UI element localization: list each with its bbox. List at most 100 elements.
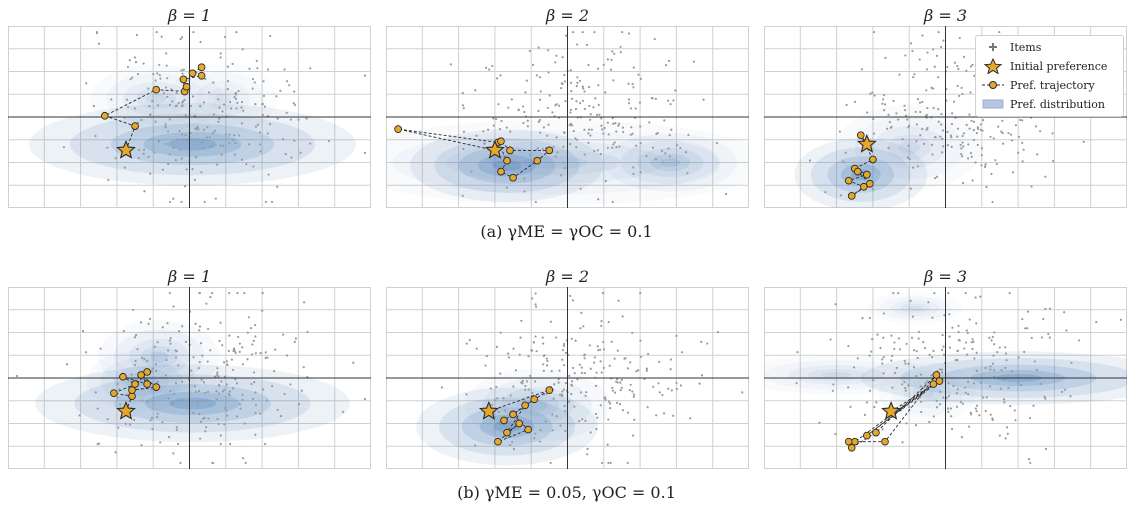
item-point [831, 389, 834, 392]
item-point [559, 424, 562, 427]
item-point [969, 65, 972, 68]
item-point [155, 30, 158, 34]
item-point [941, 334, 944, 337]
item-point [629, 383, 632, 386]
item-point [175, 428, 178, 432]
item-point [174, 105, 177, 108]
item-point [852, 366, 856, 369]
item-point [222, 103, 226, 106]
item-point [950, 136, 953, 139]
item-point [1065, 329, 1068, 332]
item-point [999, 387, 1002, 390]
trajectory-point [509, 173, 517, 182]
item-point [971, 338, 974, 341]
trajectory-point [119, 372, 127, 381]
item-point [134, 334, 138, 337]
item-point [518, 353, 521, 356]
item-point [661, 393, 664, 397]
item-point [166, 95, 169, 98]
item-point [611, 117, 614, 120]
item-point [526, 119, 529, 122]
item-point [689, 417, 692, 420]
item-point [621, 30, 624, 34]
item-point [1021, 318, 1024, 321]
item-point [971, 63, 974, 67]
density-contour [70, 113, 316, 176]
item-point [602, 348, 606, 351]
trajectory-point [143, 380, 152, 388]
item-point [933, 65, 936, 68]
item-point [254, 412, 257, 415]
item-point [589, 367, 592, 370]
item-point [872, 30, 876, 34]
trajectory-point [935, 377, 944, 385]
item-point [264, 200, 268, 204]
item-point [551, 111, 554, 114]
density-contour [872, 126, 946, 169]
item-point [201, 354, 204, 357]
item-point [134, 359, 137, 363]
item-point [592, 106, 595, 109]
items-scatter [795, 291, 1123, 465]
item-point [948, 313, 951, 316]
item-point [170, 88, 173, 91]
item-point [1026, 327, 1029, 330]
item-point [589, 113, 592, 116]
item-point [984, 366, 987, 370]
item-point [202, 146, 205, 150]
density-contour [434, 138, 580, 193]
item-point [135, 33, 138, 37]
item-point [482, 130, 485, 133]
item-point [156, 380, 159, 383]
item-point [198, 360, 201, 364]
item-point [1005, 359, 1008, 362]
item-point [912, 76, 915, 79]
trajectory-point [503, 428, 511, 437]
item-point [1063, 311, 1066, 314]
item-point [1048, 336, 1051, 339]
item-point [939, 45, 943, 49]
item-point [169, 342, 172, 345]
density-contour [146, 93, 167, 104]
item-point [125, 98, 129, 101]
item-point [982, 118, 985, 122]
item-point [961, 141, 964, 144]
density-contour [136, 88, 177, 109]
item-point [627, 102, 631, 105]
item-point [155, 416, 159, 419]
item-point [557, 104, 561, 107]
item-point [526, 125, 529, 128]
item-point [248, 67, 251, 70]
item-point [988, 385, 992, 388]
item-point [925, 128, 928, 131]
initial-preference-star [856, 133, 877, 153]
panel-b-beta-1: β = 1 [8, 267, 371, 473]
item-point [256, 123, 260, 126]
item-point [698, 382, 701, 385]
item-point [218, 117, 221, 120]
item-point [552, 145, 555, 149]
trajectory-point [545, 386, 554, 394]
item-point [569, 108, 573, 111]
item-point [960, 153, 963, 156]
item-point [545, 364, 549, 367]
item-point [576, 76, 579, 79]
item-point [581, 418, 584, 421]
item-point [238, 350, 241, 353]
item-point [132, 308, 135, 311]
item-point [940, 368, 943, 371]
item-point [217, 383, 221, 387]
item-point [282, 138, 285, 141]
item-point [581, 99, 585, 102]
item-point [1044, 175, 1047, 178]
item-point [958, 94, 961, 98]
item-point [658, 360, 661, 363]
item-point [600, 319, 603, 323]
item-point [909, 299, 912, 302]
item-point [557, 381, 560, 384]
item-point [462, 147, 465, 151]
item-point [1035, 368, 1038, 371]
item-point [663, 119, 666, 122]
item-point [645, 369, 648, 372]
item-point [247, 316, 251, 319]
